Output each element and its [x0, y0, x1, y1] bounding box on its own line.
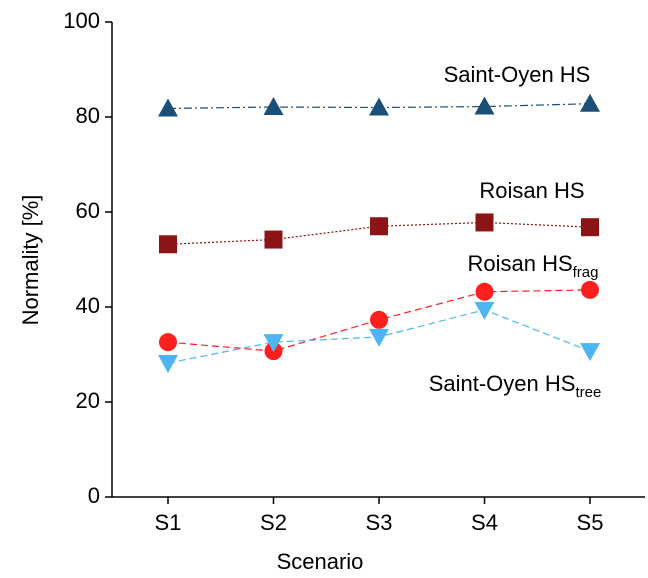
y-tick-label: 60 — [76, 198, 100, 223]
marker — [474, 301, 495, 320]
marker — [263, 334, 284, 353]
series-label-name: Saint-Oyen HS — [444, 62, 591, 87]
marker — [580, 343, 600, 362]
marker — [369, 328, 389, 347]
marker — [581, 280, 599, 299]
series-label-name: Roisan HS — [467, 251, 572, 276]
series-label: Saint-Oyen HStree — [429, 371, 602, 401]
y-tick-label: 20 — [76, 388, 100, 413]
series-label: Roisan HS — [479, 178, 584, 203]
marker — [370, 310, 388, 329]
x-tick-label: S1 — [155, 510, 182, 535]
y-tick-label: 80 — [76, 103, 100, 128]
marker — [475, 282, 494, 301]
marker — [159, 333, 177, 352]
series-label-name: Roisan HS — [479, 178, 584, 203]
marker — [158, 355, 178, 374]
marker — [263, 97, 284, 116]
x-tick-label: S2 — [260, 510, 287, 535]
marker — [370, 217, 388, 236]
series-label-name: Saint-Oyen HS — [429, 371, 576, 396]
series-line — [167, 221, 591, 245]
x-axis-label: Scenario — [277, 549, 364, 574]
x-tick-label: S3 — [366, 510, 393, 535]
series-label-sub: tree — [575, 384, 601, 401]
y-axis-label: Normality [%] — [18, 195, 43, 326]
x-tick-label: S5 — [577, 510, 604, 535]
marker — [264, 230, 283, 249]
y-tick-label: 40 — [76, 293, 100, 318]
marker — [580, 93, 600, 112]
series-label: Roisan HSfrag — [467, 251, 598, 281]
x-tick-label: S4 — [471, 510, 498, 535]
series-label: Saint-Oyen HS — [444, 62, 591, 87]
series-label-sub: frag — [573, 264, 599, 281]
marker — [158, 98, 178, 117]
y-tick-label: 0 — [88, 483, 100, 508]
marker — [369, 97, 389, 116]
marker — [474, 96, 495, 115]
marker — [159, 235, 177, 254]
y-tick-label: 100 — [63, 8, 100, 33]
marker — [581, 218, 599, 237]
marker — [475, 213, 494, 232]
